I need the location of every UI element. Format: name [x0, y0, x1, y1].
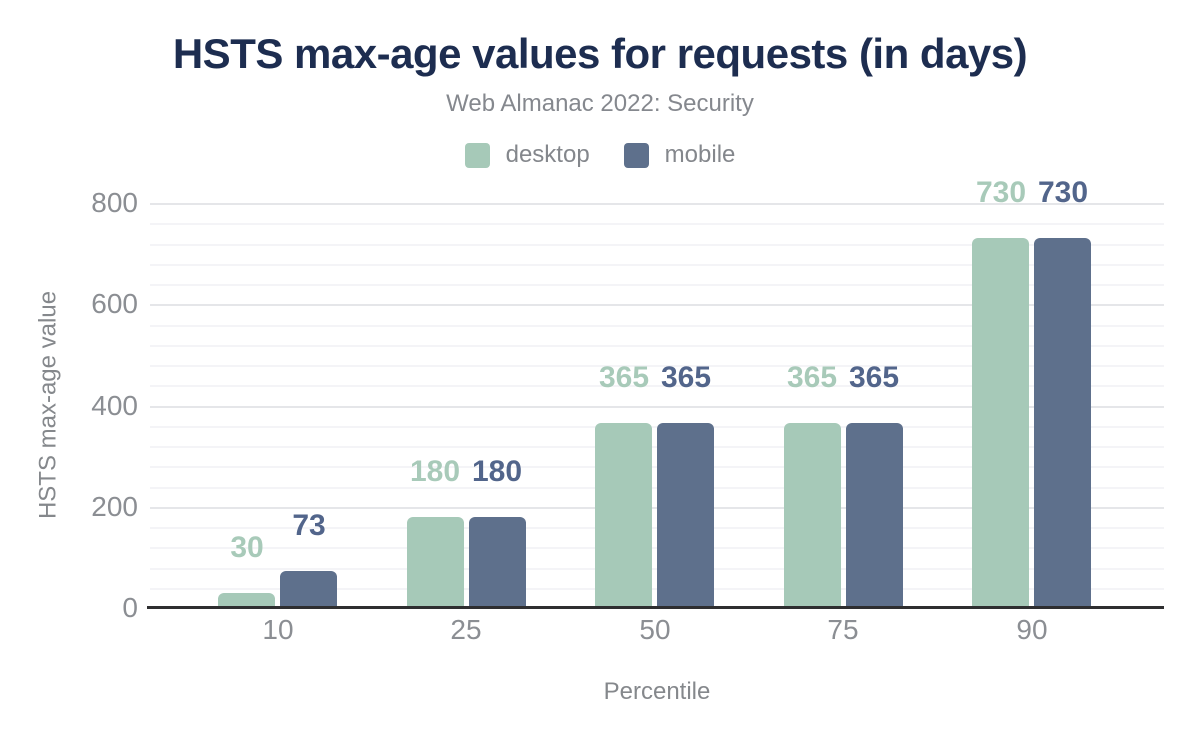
y-tick-0: 0: [122, 592, 138, 623]
x-tick-75: 75: [827, 614, 859, 645]
bar-mobile-75: [846, 423, 903, 608]
x-axis-line: [147, 606, 1164, 609]
bar-mobile-50: [657, 423, 714, 608]
gridline-minor: [150, 284, 1164, 286]
value-label-desktop-90: 730: [975, 176, 1027, 209]
gridline-minor: [150, 345, 1164, 347]
chart-title: HSTS max-age values for requests (in day…: [172, 30, 1028, 77]
bar-mobile-25: [469, 517, 526, 608]
gridline-minor: [150, 385, 1164, 387]
chart-subtitle: Web Almanac 2022: Security: [446, 90, 754, 117]
legend-label: mobile: [664, 141, 736, 168]
gridline-minor: [150, 365, 1164, 367]
y-tick-800: 800: [91, 187, 138, 218]
bar-mobile-10: [280, 571, 337, 608]
bar-desktop-75: [784, 423, 841, 608]
gridline-minor: [150, 264, 1164, 266]
bar-desktop-25: [407, 517, 464, 608]
bar-desktop-10: [218, 593, 275, 608]
value-label-mobile-25: 180: [471, 455, 523, 488]
legend: desktop mobile: [0, 141, 1200, 169]
x-axis-title: Percentile: [603, 678, 711, 705]
value-label-desktop-10: 30: [230, 531, 264, 564]
value-label-mobile-10: 73: [292, 509, 326, 542]
x-tick-50: 50: [639, 614, 671, 645]
value-label-desktop-50: 365: [598, 361, 650, 394]
gridline-major: [150, 203, 1164, 205]
legend-swatch-desktop: [464, 142, 490, 168]
bar-mobile-90: [1034, 238, 1091, 608]
gridline-minor: [150, 244, 1164, 246]
value-label-desktop-75: 365: [786, 361, 838, 394]
gridline-major: [150, 304, 1164, 306]
gridline-major: [150, 406, 1164, 408]
x-tick-25: 25: [450, 614, 482, 645]
x-tick-10: 10: [262, 614, 294, 645]
y-tick-600: 600: [91, 288, 138, 319]
x-tick-90: 90: [1016, 614, 1048, 645]
gridline-minor: [150, 223, 1164, 225]
legend-item-mobile[interactable]: mobile: [623, 141, 736, 169]
value-label-mobile-50: 365: [660, 361, 712, 394]
gridline-minor: [150, 325, 1164, 327]
y-tick-400: 400: [91, 390, 138, 421]
value-label-desktop-25: 180: [409, 455, 461, 488]
legend-label: desktop: [505, 141, 590, 168]
y-tick-200: 200: [91, 491, 138, 522]
bar-desktop-90: [972, 238, 1029, 608]
bar-desktop-50: [595, 423, 652, 608]
value-label-mobile-90: 730: [1037, 176, 1089, 209]
legend-swatch-mobile: [623, 142, 649, 168]
legend-item-desktop[interactable]: desktop: [464, 141, 590, 169]
value-label-mobile-75: 365: [848, 361, 900, 394]
